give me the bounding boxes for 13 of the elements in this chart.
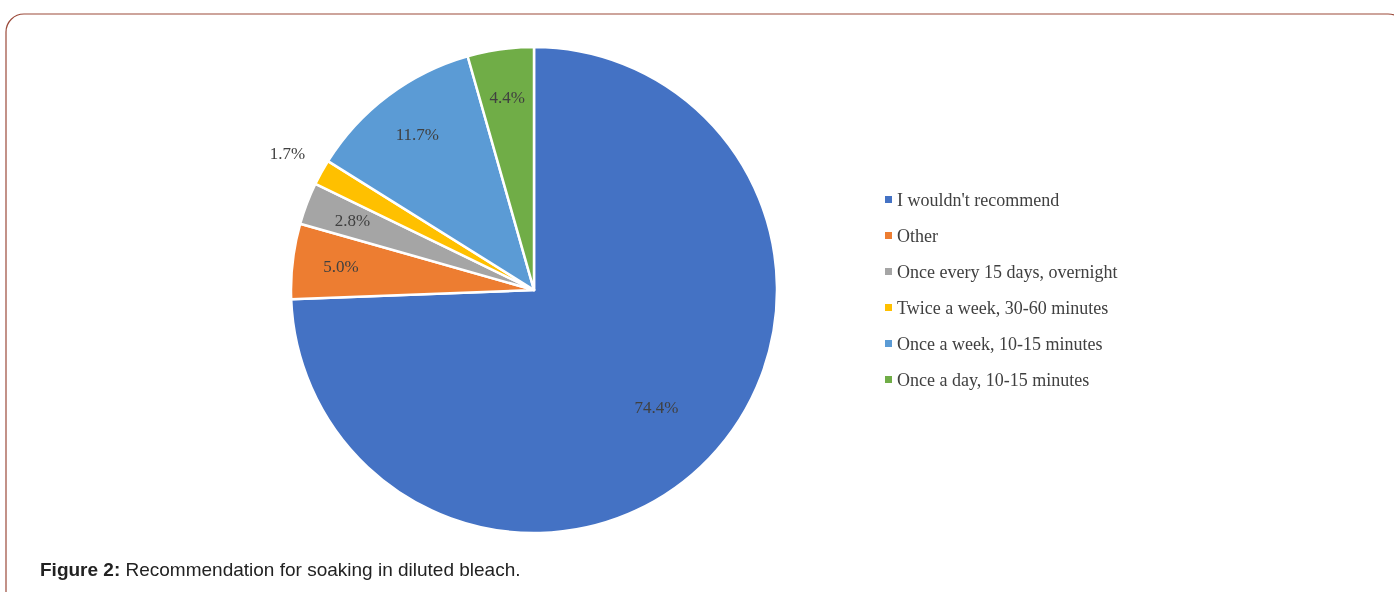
data-label: 2.8% [334,211,371,231]
legend-label: Other [897,226,938,246]
legend-label: Twice a week, 30-60 minutes [897,298,1109,318]
data-label: 5.0% [323,257,359,277]
data-label: 11.7% [395,125,439,145]
legend-label: Once every 15 days, overnight [897,262,1118,282]
legend-label: Once a day, 10-15 minutes [897,370,1090,390]
data-label: 74.4% [634,398,679,418]
legend-label: Once a week, 10-15 minutes [897,334,1103,354]
data-label: 1.7% [269,143,306,163]
legend-label: I wouldn't recommend [897,190,1060,210]
data-label: 4.4% [489,87,525,107]
caption: Figure 2: Recommendation for soaking in diluted bleach. [40,559,521,580]
